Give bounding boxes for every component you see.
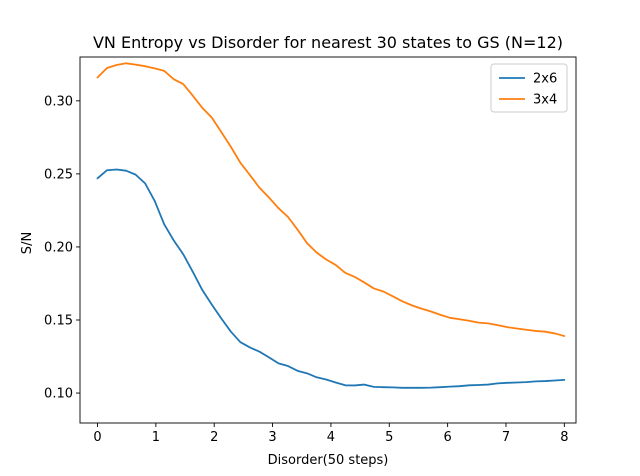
- x-tick-label: 7: [502, 430, 510, 445]
- y-tick-label: 0.15: [44, 313, 73, 328]
- y-tick-label: 0.10: [44, 387, 73, 402]
- x-tick-label: 1: [152, 430, 160, 445]
- legend-box: [490, 63, 568, 113]
- legend-label-2x6: 2x6: [533, 72, 557, 87]
- plot-frame: [79, 56, 577, 424]
- series-line-3x4: [96, 62, 566, 337]
- x-tick-label: 5: [385, 430, 393, 445]
- legend-label-3x4: 3x4: [533, 93, 557, 108]
- y-axis-title: S/N: [20, 232, 35, 254]
- series-line-2x6: [96, 168, 566, 389]
- x-tick-label: 4: [327, 430, 335, 445]
- plot-area: 0 1 2 3 4 5 6 7 8 0.10 0.15 0.20 0.25 0.30: [44, 56, 577, 445]
- y-tick-label: 0.30: [44, 94, 73, 109]
- y-tick-label: 0.25: [44, 167, 73, 182]
- x-tick-label: 3: [268, 430, 276, 445]
- x-axis-title: Disorder(50 steps): [268, 453, 389, 468]
- y-tick-label: 0.20: [44, 240, 73, 255]
- x-tick-label: 2: [210, 430, 218, 445]
- x-tick-label: 6: [443, 430, 451, 445]
- x-tick-label: 8: [560, 430, 568, 445]
- chart-title: VN Entropy vs Disorder for nearest 30 st…: [93, 33, 563, 52]
- x-tick-label: 0: [93, 430, 101, 445]
